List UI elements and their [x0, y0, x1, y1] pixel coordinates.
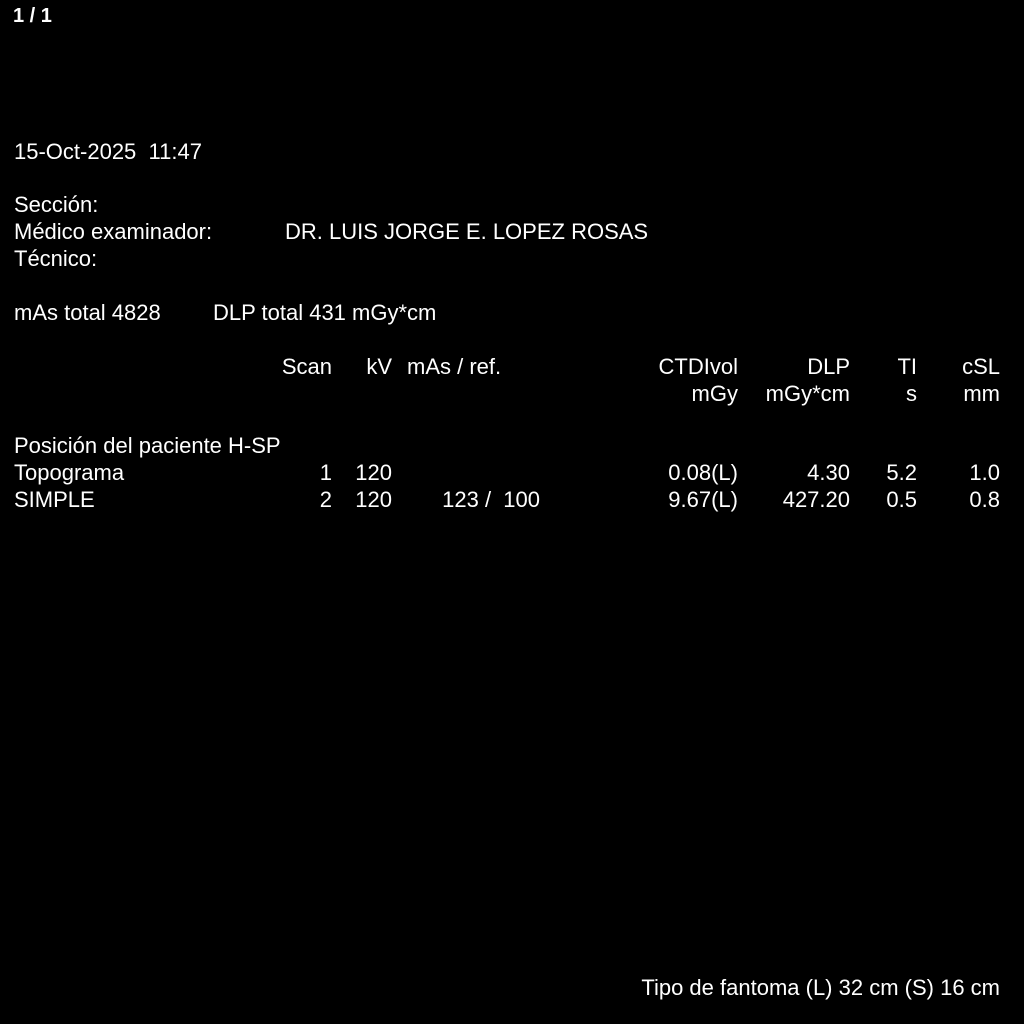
col-unit-csl: mm: [963, 381, 1000, 406]
row-kv: 120: [355, 460, 392, 485]
tecnico-label: Técnico:: [14, 246, 98, 271]
row-dlp: 4.30: [807, 460, 850, 485]
col-header-csl: cSL: [962, 354, 1000, 379]
col-header-dlp: DLP: [807, 354, 850, 379]
col-unit-ti: s: [906, 381, 917, 406]
row-name: Topograma: [14, 460, 125, 485]
col-unit-ctdivol: mGy: [691, 381, 738, 406]
row-csl: 0.8: [969, 487, 1000, 512]
row-ctdivol: 0.08(L): [668, 460, 738, 485]
page-indicator: 1 / 1: [13, 5, 52, 27]
patient-position-label: Posición del paciente H-SP: [14, 433, 281, 458]
col-header-mas-ref: mAs / ref.: [407, 354, 502, 379]
col-header-kv: kV: [366, 354, 392, 379]
row-name: SIMPLE: [14, 487, 95, 512]
row-ti: 0.5: [886, 487, 917, 512]
row-dlp: 427.20: [782, 487, 850, 512]
row-kv: 120: [355, 487, 392, 512]
mas-total: mAs total 4828: [14, 300, 161, 325]
phantom-type-info: Tipo de fantoma (L) 32 cm (S) 16 cm: [641, 975, 1000, 1000]
datetime: 15-Oct-2025 11:47: [14, 139, 202, 164]
seccion-label: Sección:: [14, 192, 99, 217]
row-mas-ref: 123 / 100: [442, 487, 540, 512]
row-ctdivol: 9.67(L): [668, 487, 738, 512]
medico-label: Médico examinador:: [14, 219, 213, 244]
row-ti: 5.2: [886, 460, 917, 485]
col-header-ctdivol: CTDIvol: [658, 354, 738, 379]
col-header-ti: TI: [897, 354, 917, 379]
dlp-total: DLP total 431 mGy*cm: [213, 300, 437, 325]
row-scan: 1: [319, 460, 332, 485]
row-csl: 1.0: [969, 460, 1000, 485]
row-scan: 2: [319, 487, 332, 512]
col-unit-dlp: mGy*cm: [765, 381, 850, 406]
col-header-scan: Scan: [281, 354, 332, 379]
medico-value: DR. LUIS JORGE E. LOPEZ ROSAS: [285, 219, 649, 244]
